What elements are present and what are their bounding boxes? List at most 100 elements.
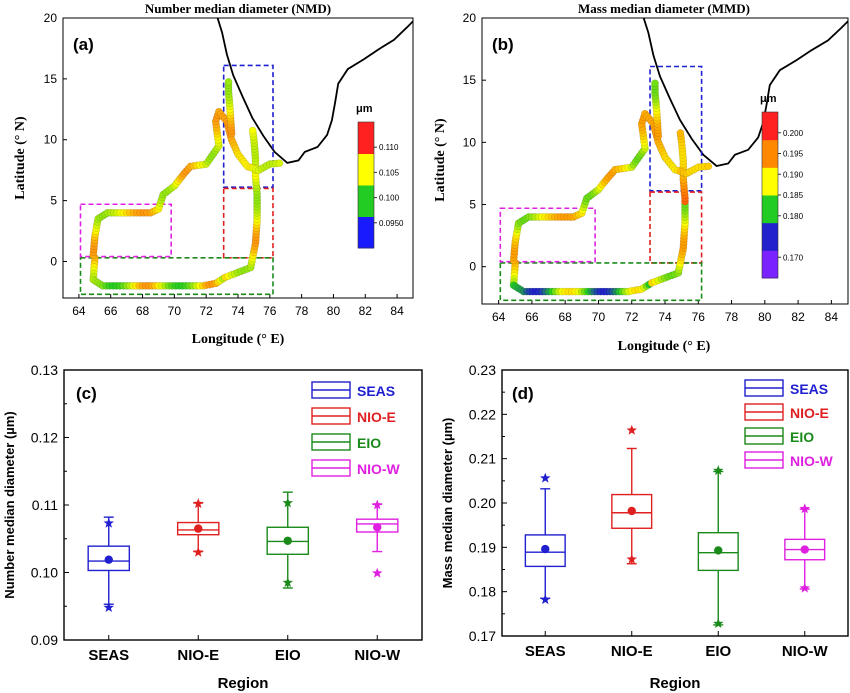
x-tick-label: EIO bbox=[705, 643, 731, 660]
y-tick-label: 20 bbox=[44, 11, 58, 25]
legend-entry-nio-e: NIO-E bbox=[311, 407, 396, 425]
outlier-star bbox=[540, 594, 551, 605]
y-tick-label: 10 bbox=[44, 133, 58, 147]
outlier-star bbox=[799, 503, 810, 514]
colorbar-tick-label: 0.185 bbox=[783, 191, 804, 200]
panel-d-ylabel: Mass median diameter (µm) bbox=[440, 418, 455, 589]
y-tick-label: 0.13 bbox=[31, 362, 58, 378]
x-tick-label: NIO-W bbox=[782, 643, 829, 660]
panel-a-frame bbox=[62, 17, 414, 299]
colorbar-tick-label: 0.100 bbox=[379, 194, 400, 203]
x-tick-label: 64 bbox=[492, 310, 506, 324]
mean-marker bbox=[283, 536, 292, 545]
y-tick-label: 20 bbox=[463, 11, 477, 25]
panel-b-title: Mass median diameter (MMD) bbox=[578, 1, 750, 16]
colorbar-frame bbox=[357, 121, 375, 249]
panel-b-map: Mass median diameter (MMD) 64 66 68 70 72 74 7… bbox=[433, 1, 849, 354]
panel-c-ylabel: Number median diameter (µm) bbox=[2, 411, 17, 598]
panel-b-ylabel: Latitude (° N) bbox=[433, 118, 448, 202]
box-seas bbox=[524, 472, 566, 605]
outlier-star bbox=[799, 582, 810, 593]
track-point bbox=[676, 129, 685, 137]
y-tick-label: 0 bbox=[50, 254, 57, 268]
outlier-star bbox=[103, 517, 114, 528]
x-tick-label: 80 bbox=[327, 304, 341, 318]
panel-b-xlabel: Longitude (° E) bbox=[618, 339, 711, 354]
panel-d-xlabel: Region bbox=[650, 675, 701, 692]
region-box-eio bbox=[79, 257, 274, 296]
panel-a-title: Number median diameter (NMD) bbox=[145, 1, 331, 16]
mean-marker bbox=[373, 523, 382, 532]
outlier-star bbox=[713, 465, 724, 476]
legend-entry-nio-w: NIO-W bbox=[311, 459, 401, 477]
legend-entry-eio: EIO bbox=[744, 427, 814, 445]
colorbar-unit: μm bbox=[760, 93, 777, 105]
panel-a-label: (a) bbox=[73, 35, 94, 54]
y-tick-label: 0.19 bbox=[469, 539, 496, 555]
coastline bbox=[642, 18, 848, 167]
legend-entry-nio-e: NIO-E bbox=[744, 403, 829, 421]
y-tick-label: 0.20 bbox=[469, 495, 496, 511]
region-box-seas bbox=[222, 64, 274, 189]
x-tick-label: 76 bbox=[692, 310, 706, 324]
coastline bbox=[216, 18, 413, 164]
colorbar-tick-label: 0.110 bbox=[379, 143, 399, 152]
colorbar-segment bbox=[762, 139, 778, 168]
y-tick-label: 0.11 bbox=[32, 497, 58, 513]
y-tick-label: 5 bbox=[469, 198, 476, 212]
x-tick-label: 84 bbox=[825, 310, 839, 324]
legend-label: NIO-W bbox=[357, 461, 401, 477]
region-box-nio-w bbox=[79, 203, 172, 258]
legend-label: NIO-W bbox=[790, 453, 834, 469]
x-tick-label: 64 bbox=[72, 304, 86, 318]
x-tick-label: 72 bbox=[625, 310, 639, 324]
x-tick-label: 82 bbox=[791, 310, 805, 324]
colorbar-segment bbox=[358, 153, 374, 186]
region-box-eio bbox=[499, 262, 703, 302]
colorbar-tick-label: 0.190 bbox=[783, 170, 804, 179]
x-tick-label: NIO-E bbox=[611, 643, 653, 660]
legend-entry-seas: SEAS bbox=[744, 379, 828, 397]
x-tick-label: 68 bbox=[559, 310, 573, 324]
x-tick-label: 66 bbox=[104, 304, 118, 318]
y-tick-label: 5 bbox=[50, 194, 57, 208]
y-tick-label: 0.18 bbox=[469, 584, 496, 600]
colorbar-tick-label: 0.195 bbox=[783, 150, 804, 159]
x-tick-label: 70 bbox=[168, 304, 182, 318]
panel-d-boxplot: 0.17 0.18 0.19 0.20 0.21 0.22 0.23 SEAS NIO-E EIO… bbox=[440, 362, 849, 692]
y-tick-label: 15 bbox=[44, 72, 58, 86]
outlier-star bbox=[282, 577, 293, 588]
outlier-star bbox=[626, 424, 637, 435]
colorbar-tick-label: 0.200 bbox=[783, 129, 804, 138]
box-eio bbox=[266, 491, 310, 589]
x-tick-label: NIO-E bbox=[177, 647, 219, 664]
legend-label: NIO-E bbox=[357, 409, 396, 425]
region-box-nio-e bbox=[649, 191, 703, 264]
y-tick-label: 10 bbox=[463, 135, 477, 149]
x-tick-label: 74 bbox=[658, 310, 672, 324]
panel-c-xlabel: Region bbox=[218, 675, 269, 692]
x-tick-label: 82 bbox=[359, 304, 373, 318]
y-tick-label: 0 bbox=[469, 260, 476, 274]
track-point bbox=[248, 126, 257, 135]
outlier-star bbox=[626, 553, 637, 564]
mean-marker bbox=[800, 545, 809, 554]
colorbar-segment bbox=[762, 250, 778, 279]
panel-d-frame bbox=[501, 369, 849, 637]
track-point bbox=[704, 162, 713, 171]
x-tick-label: 74 bbox=[231, 304, 245, 318]
colorbar-segment bbox=[762, 195, 778, 224]
outlier-star bbox=[103, 602, 114, 612]
colorbar-segment bbox=[762, 112, 778, 141]
panel-a-map: Number median diameter (NMD) 64 66 68 70 72 7… bbox=[13, 1, 414, 347]
colorbar-tick-label: 0.0950 bbox=[379, 219, 404, 228]
mean-marker bbox=[104, 555, 113, 564]
region-box-seas bbox=[649, 65, 703, 192]
y-tick-label: 15 bbox=[463, 73, 477, 87]
colorbar-segment bbox=[762, 222, 778, 251]
outlier-star bbox=[372, 499, 383, 510]
x-tick-label: SEAS bbox=[525, 643, 566, 660]
outlier-star bbox=[540, 472, 551, 483]
outlier-star bbox=[193, 498, 204, 509]
box-eio bbox=[697, 465, 739, 628]
